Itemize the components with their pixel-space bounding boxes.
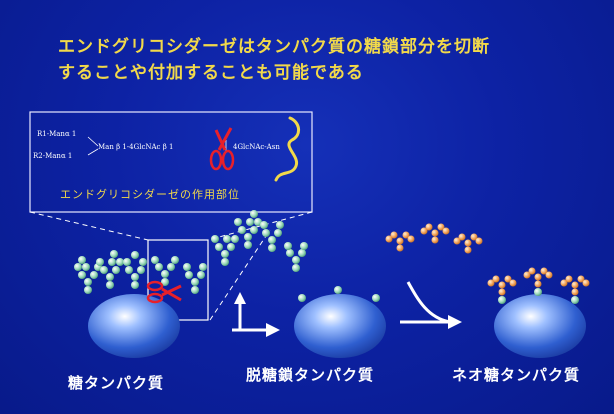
scissors-icon bbox=[146, 280, 182, 304]
arrow-curved-icon bbox=[234, 292, 262, 332]
protein-deglyco bbox=[294, 294, 386, 358]
inset-box: R1-Manα 1 R2-Manα 1 Man β 1-4GlcNAc β 1 … bbox=[29, 111, 313, 213]
inset-core: Man β 1-4GlcNAc β 1 bbox=[98, 143, 173, 151]
label-neo: ネオ糖タンパク質 bbox=[452, 366, 581, 384]
peptide-chain-icon bbox=[274, 116, 300, 182]
protein-glyco bbox=[88, 294, 180, 358]
title-line-2: することや付加することも可能である bbox=[58, 63, 364, 83]
arrow-curved-icon bbox=[400, 281, 462, 329]
inset-r1: R1-Manα 1 bbox=[37, 130, 76, 138]
scissors-icon bbox=[209, 127, 235, 171]
inset-r2: R2-Manα 1 bbox=[33, 152, 72, 160]
arrow-right-icon bbox=[232, 323, 280, 337]
label-deglycosylated: 脱糖鎖タンパク質 bbox=[246, 366, 375, 384]
inset-caption: エンドグリコシダーゼの作用部位 bbox=[60, 187, 240, 201]
title-line-1: エンドグリコシダーゼはタンパク質の糖鎖部分を切断 bbox=[58, 37, 490, 57]
protein-neo bbox=[494, 294, 586, 358]
green-glycans bbox=[74, 210, 579, 304]
label-glycoprotein: 糖タンパク質 bbox=[68, 374, 165, 392]
inset-tail: 4GlcNAc-Asn bbox=[233, 143, 280, 151]
orange-glycans bbox=[385, 223, 590, 296]
